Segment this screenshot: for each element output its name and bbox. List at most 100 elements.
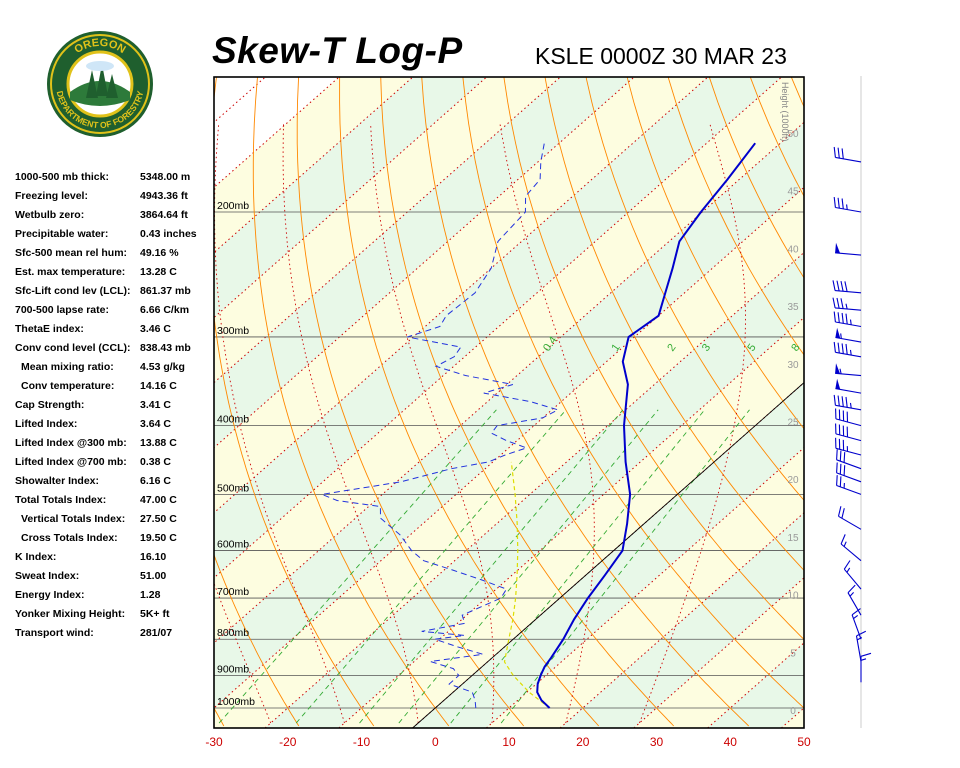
wind-barb-half-flag — [843, 541, 847, 547]
wind-barb-half-flag — [860, 658, 867, 661]
wind-barb — [833, 341, 862, 358]
wind-barb-flag — [832, 280, 836, 291]
stat-label: Sfc-500 mean rel hum: — [15, 247, 128, 259]
stat-label: Conv temperature: — [21, 380, 115, 392]
wind-barb-shaft — [838, 515, 862, 530]
height-tick-label: 45 — [787, 187, 799, 198]
mixing-ratio-line — [295, 409, 567, 724]
stat-value: 27.50 C — [140, 513, 177, 525]
stat-label: Cross Totals Index: — [21, 532, 118, 544]
stat-row: Lifted Index @300 mb: 13.88 C — [15, 434, 215, 453]
stability-indices-panel: 1000-500 mb thick: 5348.00 m Freezing leve… — [15, 168, 215, 643]
temperature-band — [265, 252, 804, 728]
wind-barb-flag — [833, 146, 836, 158]
x-tick-label: 30 — [650, 735, 664, 749]
wind-barb-flag — [843, 560, 851, 570]
wind-barb-flag — [841, 148, 844, 159]
wind-barb-shaft — [847, 592, 862, 616]
mixing-ratio-label: 1 — [609, 342, 622, 354]
wind-barb-flag — [840, 298, 844, 309]
dry-adiabat-line — [339, 77, 600, 727]
height-tick-label: 30 — [787, 360, 799, 371]
isotherm-line — [214, 77, 782, 579]
stat-label: K Index: — [15, 551, 57, 563]
stat-row: Lifted Index: 3.64 C — [15, 415, 215, 434]
stat-row: K Index: 16.10 — [15, 548, 215, 567]
stat-row: 1000-500 mb thick: 5348.00 m — [15, 168, 215, 187]
isotherm-line — [214, 186, 804, 709]
height-tick-label: 15 — [787, 533, 799, 544]
x-tick-label: 20 — [576, 735, 590, 749]
wind-barb-shaft — [835, 290, 862, 294]
stat-value: 5348.00 m — [140, 171, 191, 183]
stat-value: 4943.36 ft — [140, 190, 188, 202]
wind-barb-pennant — [835, 242, 841, 254]
stat-row: Sfc-Lift cond lev (LCL): 861.37 mb — [15, 282, 215, 301]
wind-barb-flag — [839, 450, 842, 462]
height-tick-label: 35 — [787, 302, 799, 313]
wind-barb — [833, 146, 862, 163]
wind-barb-shaft — [835, 351, 862, 358]
isotherm-line — [214, 77, 414, 254]
stat-label: Showalter Index: — [15, 475, 100, 487]
stat-value: 51.00 — [140, 570, 167, 582]
wind-barb-half-flag — [846, 204, 848, 210]
stat-label: Freezing level: — [15, 190, 88, 202]
stat-label: Conv cond level (CCL): — [15, 342, 131, 354]
wind-barb — [840, 534, 862, 562]
pressure-label: 400mb — [217, 414, 249, 426]
wind-barb-flag — [837, 342, 840, 354]
wind-barb-shaft — [835, 156, 862, 163]
wind-barb-shaft — [835, 404, 862, 411]
stat-value: 281/07 — [140, 627, 173, 639]
wind-barb — [835, 423, 862, 442]
stat-label: Est. max temperature: — [15, 266, 126, 278]
wind-barb-half-flag — [840, 333, 842, 339]
wind-barb-flag — [836, 475, 838, 486]
wind-barb — [833, 311, 862, 328]
wind-barb-flag — [856, 630, 867, 637]
wind-barb-flag — [851, 608, 861, 616]
dry-adiabat-line — [380, 77, 675, 727]
dry-adiabat-line — [214, 77, 375, 727]
isotherm-line — [781, 707, 804, 728]
wind-barb — [835, 408, 862, 427]
wind-barb-flag — [845, 343, 848, 355]
wind-barb-flag — [841, 396, 844, 407]
stat-label: Yonker Mixing Height: — [15, 608, 126, 620]
station-time-label: KSLE 0000Z 30 MAR 23 — [535, 43, 787, 69]
stat-value: 1.28 — [140, 589, 161, 601]
pressure-label: 800mb — [217, 627, 249, 639]
stat-row: Lifted Index @700 mb: 0.38 C — [15, 453, 215, 472]
stat-value: 16.10 — [140, 551, 167, 563]
wind-barb-half-flag — [849, 319, 852, 325]
temperature-band — [781, 707, 804, 728]
stat-label: Energy Index: — [15, 589, 85, 601]
stat-label: Mean mixing ratio: — [21, 361, 114, 373]
stat-label: Precipitable water: — [15, 228, 109, 240]
wind-barb — [855, 630, 867, 662]
wind-barb-flag — [840, 280, 844, 292]
wind-barb-shaft — [835, 252, 862, 256]
pressure-label: 600mb — [217, 539, 249, 551]
dry-adiabat-line — [296, 77, 525, 727]
height-tick-label: 25 — [787, 418, 799, 429]
stat-row: ThetaE index: 3.46 C — [15, 320, 215, 339]
stat-value: 6.66 C/km — [140, 304, 190, 316]
temperature-band — [214, 77, 804, 643]
height-tick-label: 50 — [787, 129, 799, 140]
pressure-label: 500mb — [217, 482, 249, 494]
plot-frame — [213, 76, 805, 729]
temperature-line — [536, 142, 756, 709]
dry-adiabat-line — [544, 77, 804, 572]
stat-label: 700-500 lapse rate: — [15, 304, 109, 316]
wind-barb-flag — [839, 463, 842, 475]
mixing-ratio-label: 8 — [789, 342, 802, 354]
stat-row: Yonker Mixing Height: 5K+ ft — [15, 605, 215, 624]
dry-adiabat-line — [252, 77, 450, 727]
x-tick-label: -20 — [279, 735, 297, 749]
oregon-department-of-forestry-logo: OREGON DEPARTMENT OF FORESTRY — [47, 31, 153, 137]
stat-value: 19.50 C — [140, 532, 177, 544]
stat-label: Wetbulb zero: — [15, 209, 85, 221]
